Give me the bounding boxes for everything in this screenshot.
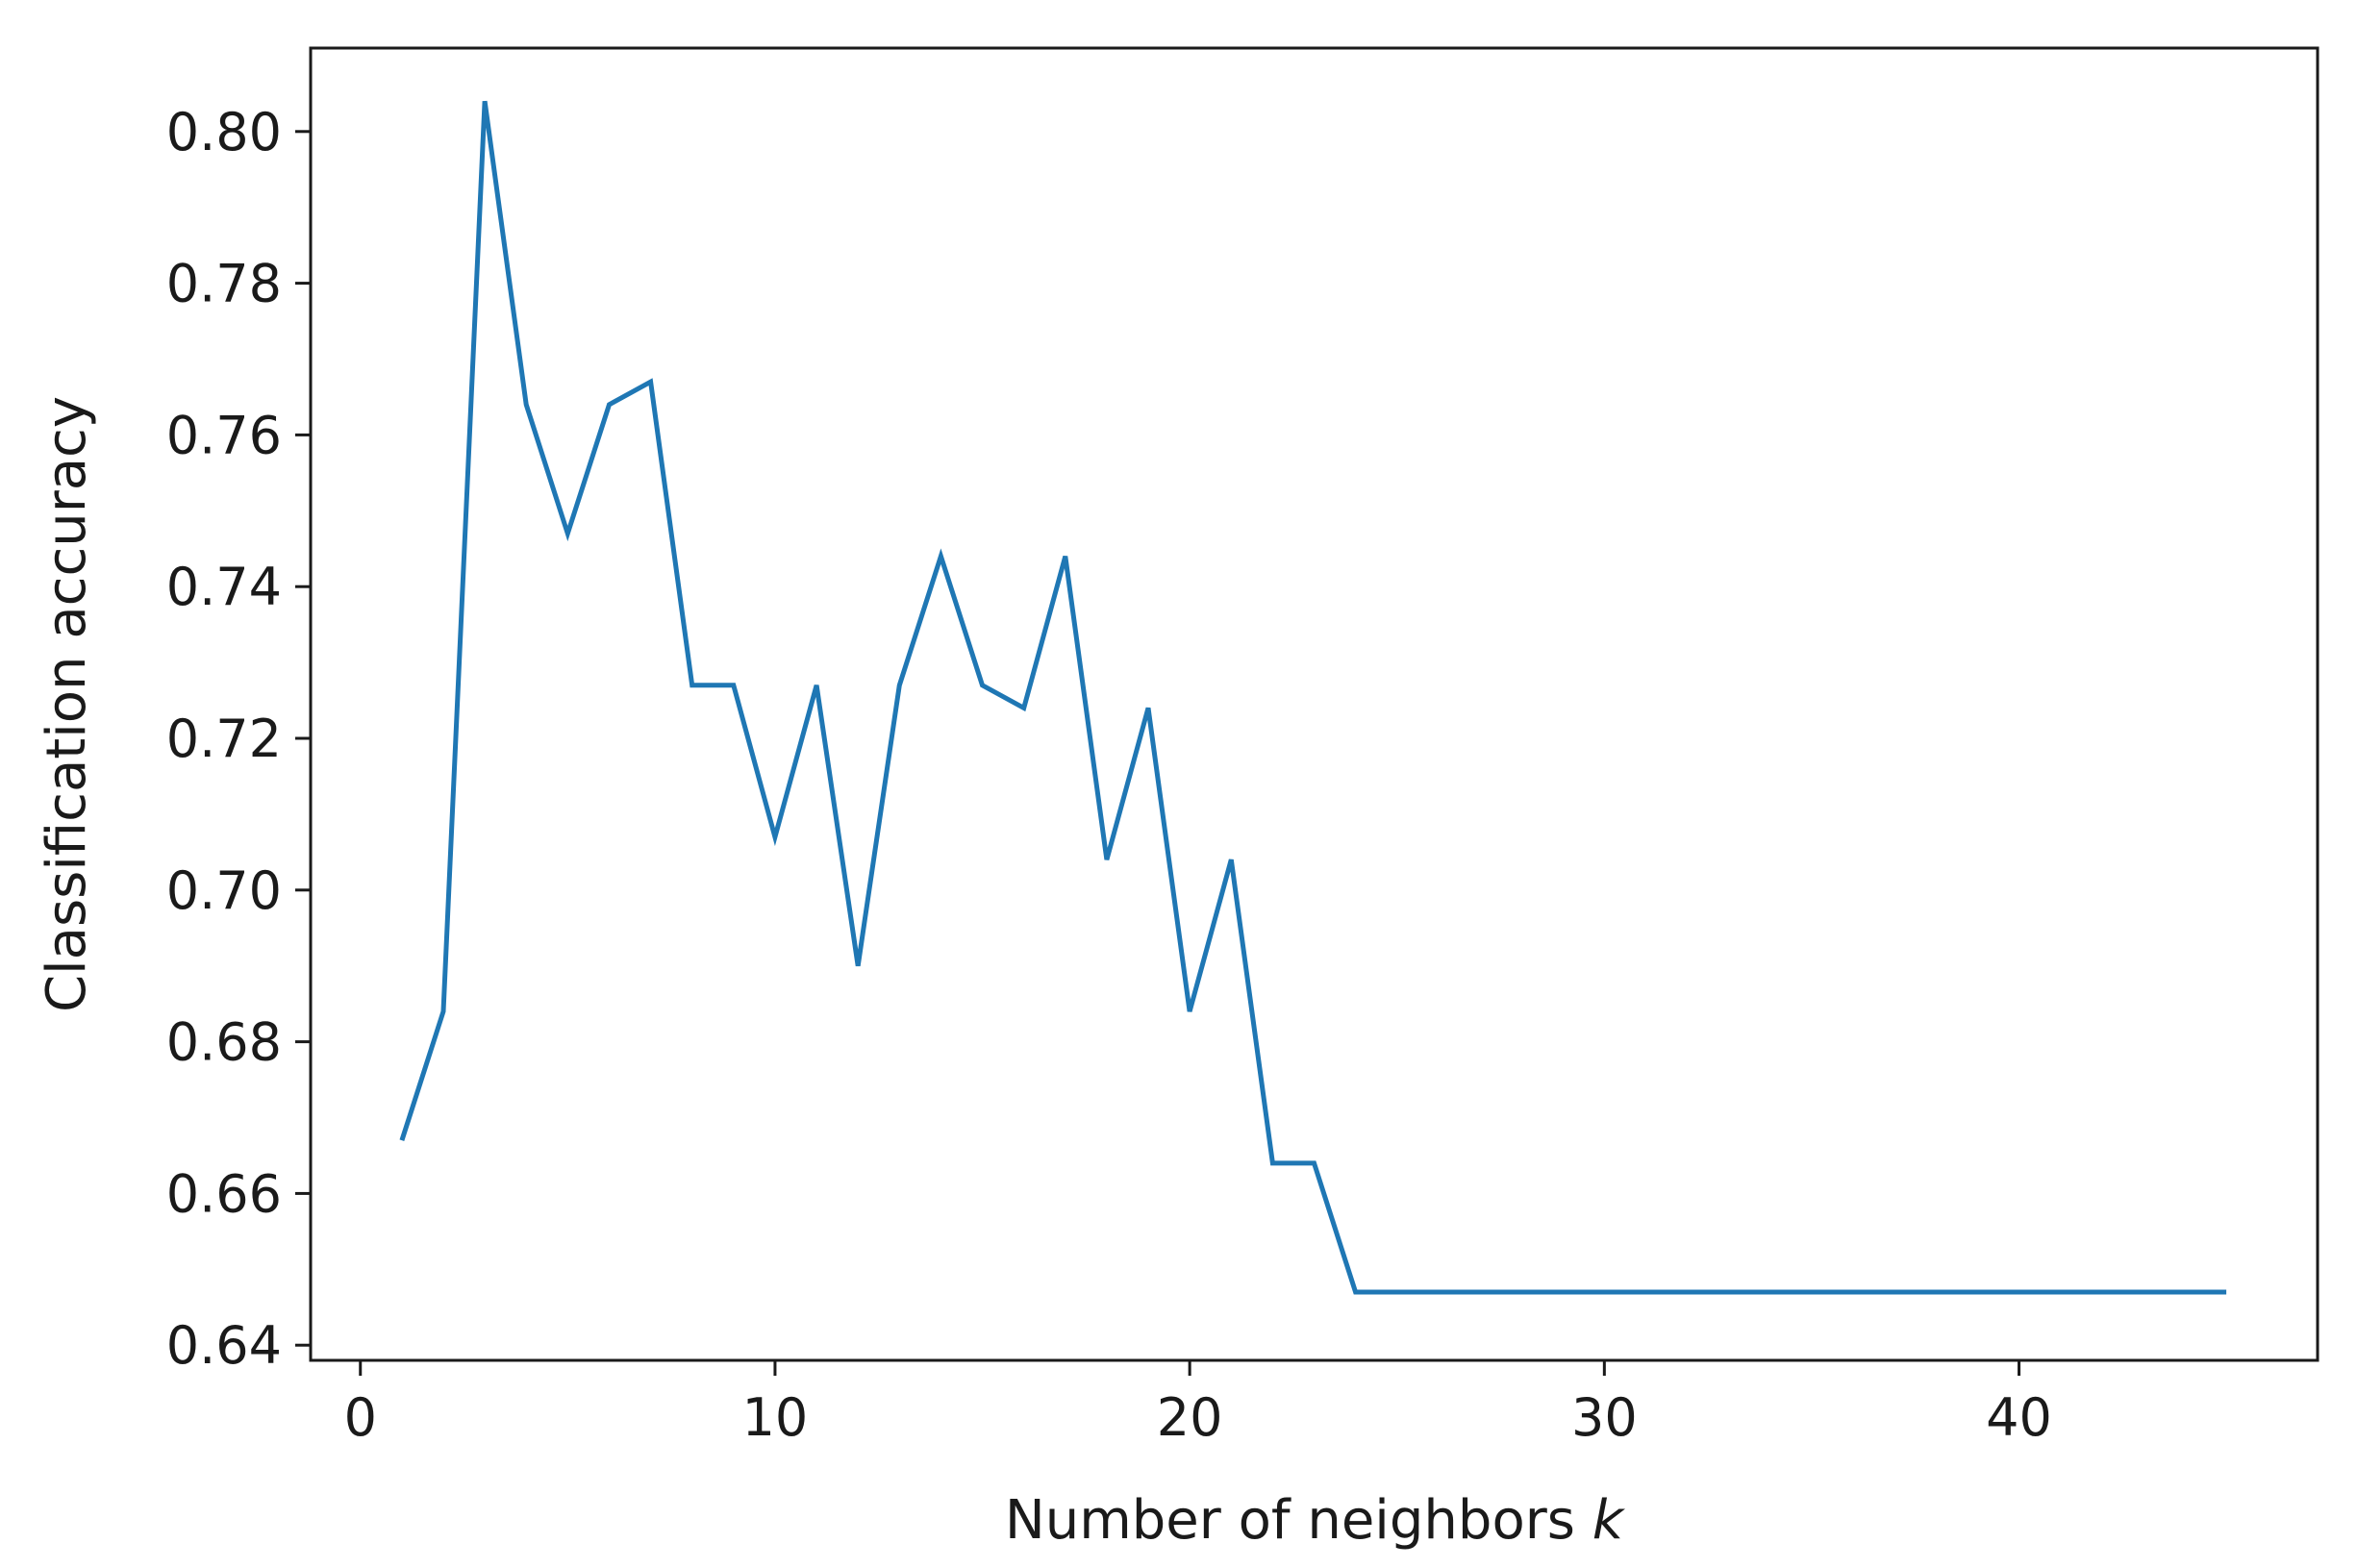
x-tick-label: 20 (1157, 1387, 1223, 1448)
x-tick-label: 30 (1571, 1387, 1638, 1448)
y-tick-label: 0.74 (166, 557, 282, 617)
y-tick-label: 0.70 (166, 860, 282, 921)
x-axis-label: Number of neighbors k (1005, 1489, 1626, 1552)
y-tick-label: 0.66 (166, 1163, 282, 1224)
y-axis-ticks: 0.64 0.66 0.68 0.70 0.72 0.74 0.76 0.78 0.80 (166, 102, 311, 1376)
y-tick-label: 0.72 (166, 709, 282, 769)
x-tick-label: 10 (742, 1387, 809, 1448)
y-tick-label: 0.78 (166, 254, 282, 314)
series-layer (399, 100, 2227, 1295)
x-tick-label: 40 (1986, 1387, 2052, 1448)
y-tick-label: 0.68 (166, 1012, 282, 1073)
x-tick-label: 0 (344, 1387, 377, 1448)
y-tick-label: 0.76 (166, 405, 282, 465)
y-axis-label: Classification accuracy (36, 396, 98, 1012)
plot-area-frame (309, 46, 2319, 1362)
x-axis-label-variable: k (1592, 1489, 1626, 1552)
series-line-0 (399, 100, 2227, 1295)
y-tick-label: 0.80 (166, 102, 282, 162)
x-axis-ticks: 0 10 20 30 40 (344, 1360, 2052, 1448)
y-tick-label: 0.64 (166, 1315, 282, 1376)
x-axis-label-text: Number of neighbors (1005, 1489, 1575, 1552)
